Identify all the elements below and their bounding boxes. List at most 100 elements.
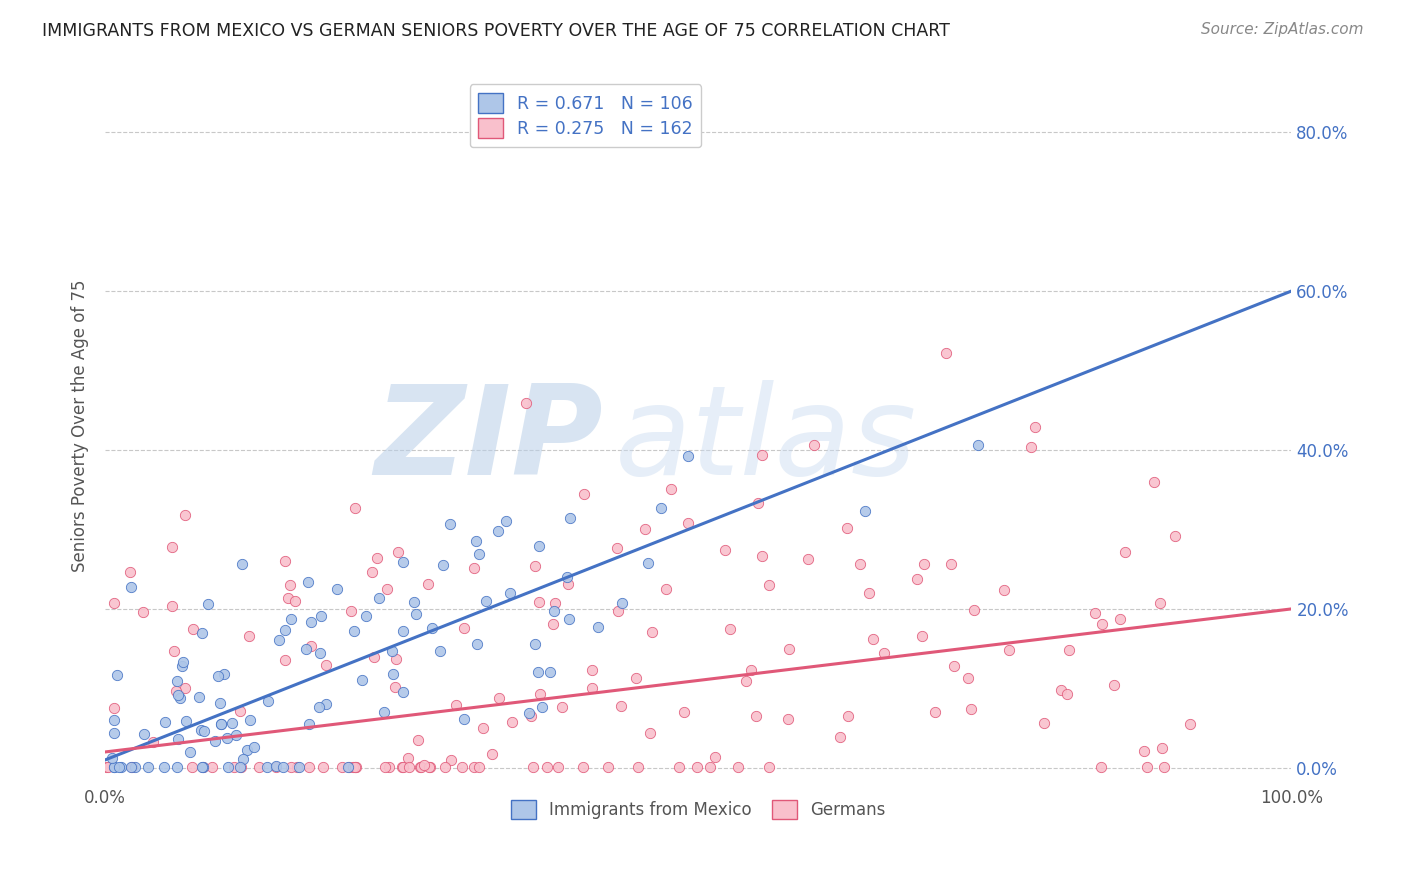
Point [285,760,308,774]
Point [166,732,188,747]
Point [375,582,398,596]
Point [1024,419,1046,434]
Point [120,760,142,774]
Point [103,596,125,610]
Point [222,760,245,774]
Point [121,580,143,594]
Point [153,714,176,729]
Point [520,708,543,723]
Point [173,681,195,696]
Point [588,620,610,634]
Point [295,642,318,657]
Point [121,760,143,774]
Point [385,652,408,666]
Point [924,705,946,719]
Point [1133,744,1156,758]
Point [998,643,1021,657]
Point [174,508,197,522]
Point [541,617,564,632]
Point [581,681,603,696]
Text: IMMIGRANTS FROM MEXICO VS GERMAN SENIORS POVERTY OVER THE AGE OF 75 CORRELATION : IMMIGRANTS FROM MEXICO VS GERMAN SENIORS… [42,22,950,40]
Point [340,604,363,618]
Point [486,524,509,538]
Point [402,595,425,609]
Point [343,624,366,639]
Point [529,595,551,609]
Point [963,603,986,617]
Point [527,539,550,553]
Point [103,713,125,727]
Text: ZIP: ZIP [374,380,603,501]
Point [959,702,981,716]
Point [796,552,818,566]
Point [179,745,201,759]
Point [374,760,396,774]
Point [429,643,451,657]
Point [911,629,934,643]
Legend: Immigrants from Mexico, Germans: Immigrants from Mexico, Germans [505,793,893,825]
Point [142,735,165,749]
Point [1153,760,1175,774]
Point [278,577,301,591]
Point [103,760,125,774]
Point [209,717,232,731]
Point [378,760,401,774]
Point [409,760,432,774]
Point [391,760,413,774]
Point [187,690,209,704]
Point [837,708,859,723]
Point [103,760,125,774]
Point [344,760,367,774]
Point [217,760,239,774]
Point [547,760,569,774]
Point [1056,686,1078,700]
Point [699,760,721,774]
Point [190,723,212,738]
Point [873,646,896,660]
Point [163,643,186,657]
Point [422,621,444,635]
Point [409,760,432,774]
Point [735,674,758,689]
Point [659,482,682,496]
Point [231,558,253,572]
Point [166,760,188,774]
Point [1032,715,1054,730]
Point [1090,760,1112,774]
Point [312,760,335,774]
Point [524,637,547,651]
Point [849,557,872,571]
Point [264,759,287,773]
Point [284,594,307,608]
Point [432,558,454,573]
Point [598,760,620,774]
Point [1050,682,1073,697]
Point [676,449,699,463]
Point [170,659,193,673]
Point [463,760,485,774]
Point [166,673,188,688]
Point [581,663,603,677]
Point [751,549,773,564]
Point [256,760,278,774]
Point [943,659,966,673]
Point [463,560,485,574]
Point [204,733,226,747]
Point [311,608,333,623]
Point [354,609,377,624]
Point [153,760,176,774]
Point [465,637,488,651]
Point [440,753,463,767]
Point [264,760,287,774]
Point [572,760,595,774]
Point [229,760,252,774]
Point [453,712,475,726]
Point [352,673,374,687]
Point [1149,596,1171,610]
Point [413,757,436,772]
Point [336,760,359,774]
Point [1136,760,1159,774]
Point [1180,717,1202,731]
Point [287,760,309,774]
Point [408,732,430,747]
